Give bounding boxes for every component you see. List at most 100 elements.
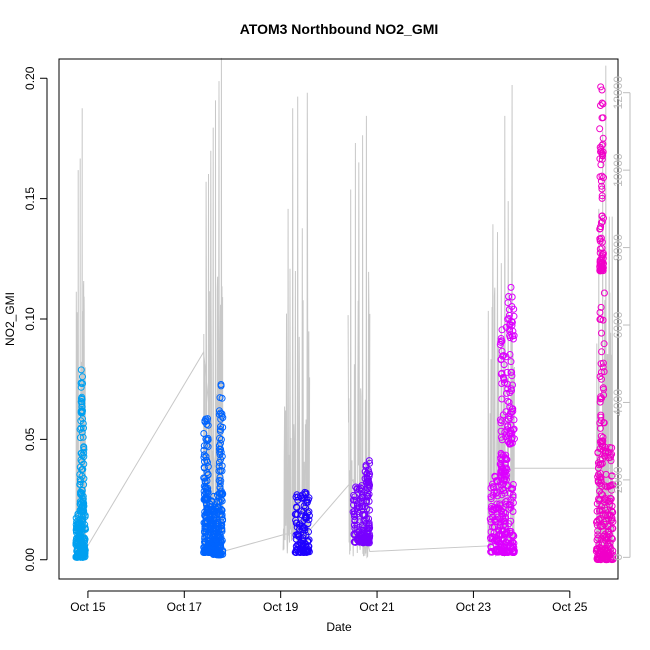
data-point: [77, 407, 85, 415]
data-point: [366, 506, 373, 514]
data-point: [608, 472, 615, 480]
y2-tick-label: 0: [611, 554, 625, 561]
data-point: [503, 380, 511, 388]
data-point: [364, 476, 372, 484]
data-point: [506, 321, 514, 329]
series-flight-1: [200, 381, 227, 559]
data-point: [72, 514, 80, 522]
data-point: [596, 373, 604, 380]
data-point: [353, 528, 361, 536]
data-point: [608, 444, 616, 452]
data-point: [302, 504, 309, 512]
data-point: [295, 541, 303, 549]
data-point: [487, 484, 495, 492]
data-point: [364, 489, 371, 497]
data-point: [596, 506, 604, 514]
data-point: [609, 524, 617, 532]
data-point: [503, 368, 511, 376]
data-point: [506, 439, 513, 447]
x-tick-label: Oct 19: [263, 600, 299, 614]
data-point: [497, 540, 505, 548]
data-point: [200, 519, 208, 527]
data-point: [504, 423, 512, 431]
chart-title: ATOM3 Northbound NO2_GMI: [240, 21, 439, 37]
data-point: [217, 409, 224, 417]
data-point: [598, 348, 606, 356]
data-point: [509, 481, 517, 488]
data-point: [597, 177, 605, 185]
y2-tick-label: 4000: [611, 389, 625, 416]
data-point: [487, 528, 495, 536]
data-point: [202, 494, 210, 502]
data-point: [357, 533, 365, 541]
data-point: [355, 537, 363, 545]
altitude-connector-0: [75, 350, 611, 554]
data-point: [510, 416, 518, 424]
data-point: [79, 505, 87, 513]
data-point: [496, 416, 504, 424]
data-point: [201, 518, 209, 526]
data-point: [353, 521, 361, 529]
data-point: [502, 353, 510, 361]
data-point: [490, 484, 498, 492]
data-point: [598, 141, 606, 149]
data-point: [601, 534, 609, 542]
data-point: [201, 495, 209, 503]
data-point: [505, 315, 513, 322]
data-point: [503, 548, 511, 555]
data-point: [204, 463, 212, 471]
data-point: [504, 299, 512, 307]
data-point: [600, 289, 608, 297]
data-point: [498, 347, 506, 355]
data-point: [596, 552, 604, 560]
data-point: [604, 523, 612, 531]
data-point: [598, 155, 606, 163]
data-point: [598, 99, 606, 107]
data-point: [79, 433, 87, 441]
data-point: [216, 434, 224, 442]
data-point: [594, 449, 602, 457]
data-point: [75, 525, 83, 533]
y2-tick-label: 12000: [611, 76, 625, 110]
data-point: [487, 547, 495, 555]
data-point: [596, 309, 604, 316]
data-point: [364, 466, 372, 474]
data-point: [364, 538, 371, 546]
data-point: [211, 537, 219, 545]
series-flight-3: [349, 457, 374, 547]
data-point: [510, 332, 518, 340]
data-point: [503, 456, 511, 464]
data-point: [204, 518, 212, 526]
data-point: [509, 381, 516, 389]
data-point: [598, 86, 606, 94]
plot-frame: [58, 58, 619, 580]
data-point: [218, 521, 226, 529]
data-point: [202, 544, 210, 552]
data-point: [200, 442, 208, 450]
data-point: [510, 425, 518, 433]
data-point: [596, 256, 604, 264]
data-point: [351, 496, 359, 504]
data-point: [509, 426, 517, 434]
data-point: [76, 530, 84, 538]
data-point: [496, 500, 504, 508]
data-point: [509, 335, 517, 343]
data-point: [596, 424, 604, 432]
data-point: [499, 373, 507, 381]
data-point: [598, 502, 605, 510]
data-point: [598, 460, 606, 467]
data-point: [73, 540, 81, 548]
data-point: [216, 480, 224, 488]
data-point: [201, 418, 209, 426]
data-point: [215, 445, 223, 453]
data-point: [598, 172, 606, 180]
data-point: [493, 477, 500, 485]
data-point: [597, 148, 604, 156]
data-point: [79, 492, 87, 500]
data-point: [305, 494, 313, 502]
y-tick-label: 0.20: [23, 66, 37, 90]
data-point: [79, 547, 87, 555]
data-point: [599, 455, 606, 463]
data-point: [204, 443, 212, 451]
data-point: [505, 398, 513, 406]
